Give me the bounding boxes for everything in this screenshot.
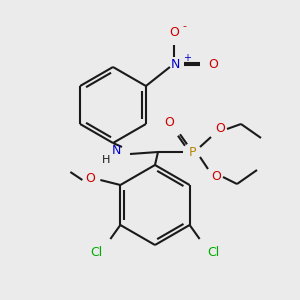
Text: H: H bbox=[102, 155, 110, 165]
Text: O: O bbox=[215, 122, 225, 136]
Text: N: N bbox=[171, 58, 181, 70]
Text: Cl: Cl bbox=[90, 247, 103, 260]
Text: O: O bbox=[169, 26, 179, 40]
Text: O: O bbox=[211, 170, 221, 184]
Text: Cl: Cl bbox=[208, 247, 220, 260]
Text: +: + bbox=[183, 53, 191, 63]
Text: -: - bbox=[183, 21, 187, 31]
Text: O: O bbox=[208, 58, 218, 70]
Text: P: P bbox=[188, 146, 196, 158]
Text: O: O bbox=[164, 116, 174, 128]
Text: O: O bbox=[85, 172, 95, 184]
Text: N: N bbox=[111, 143, 121, 157]
